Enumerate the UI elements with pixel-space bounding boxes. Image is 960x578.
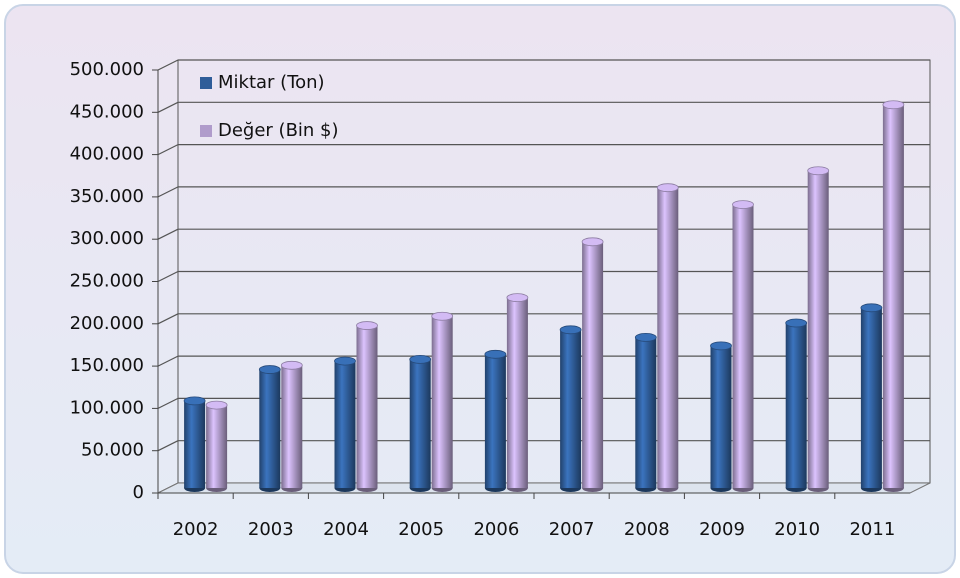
x-tick-label: 2002 — [173, 519, 219, 540]
bar-cap — [581, 237, 604, 247]
grid-line-side — [157, 397, 179, 409]
y-tick-label: 150.000 — [70, 355, 144, 376]
grid-line-side — [157, 440, 179, 452]
y-tick-label: 350.000 — [70, 186, 144, 207]
y-tick-label: 0 — [133, 482, 144, 503]
y-tick-label: 400.000 — [70, 144, 144, 165]
grid-line-side — [157, 355, 179, 367]
bar — [206, 405, 228, 488]
bar — [732, 204, 754, 488]
bar-cap — [785, 318, 808, 328]
legend-label: Miktar (Ton) — [218, 72, 325, 93]
bar-cap — [258, 365, 281, 374]
y-tick-label: 50.000 — [81, 440, 144, 461]
bar — [281, 365, 303, 488]
bar — [635, 337, 657, 488]
x-tick-label: 2003 — [248, 519, 294, 540]
bar — [657, 187, 679, 489]
grid-line-side — [157, 144, 179, 156]
bar — [184, 400, 206, 488]
bar-cap — [356, 321, 378, 330]
legend-label: Değer (Bin $) — [218, 120, 339, 141]
bar-cap — [656, 183, 679, 193]
bar — [484, 354, 506, 488]
bar — [506, 297, 528, 488]
bar-cap — [484, 349, 507, 359]
x-tick-label: 2010 — [774, 519, 820, 540]
bar — [785, 323, 807, 488]
bar-cap — [334, 356, 356, 366]
x-tick-label: 2011 — [849, 519, 895, 540]
y-tick-label: 200.000 — [70, 313, 144, 334]
bar — [560, 329, 582, 488]
bar-cap — [280, 360, 303, 370]
x-tick-label: 2008 — [624, 519, 670, 540]
grid-line-side — [157, 313, 179, 325]
bar-cap — [183, 396, 206, 406]
x-tick-label: 2007 — [549, 519, 595, 540]
grid-line-side — [157, 186, 179, 198]
bar-cap — [634, 333, 657, 342]
bar-cap — [710, 341, 732, 351]
y-tick-label: 450.000 — [70, 101, 144, 122]
bar — [807, 170, 829, 488]
bar-cap — [409, 355, 432, 364]
bar — [259, 369, 281, 488]
bar — [356, 325, 378, 488]
bar — [582, 241, 604, 488]
y-tick-label: 500.000 — [70, 59, 144, 80]
y-tick-label: 300.000 — [70, 228, 144, 249]
bar — [710, 345, 732, 488]
x-tick-label: 2004 — [323, 519, 369, 540]
bar — [431, 316, 453, 488]
bar — [860, 307, 882, 488]
legend-swatch — [200, 77, 212, 89]
y-tick-label: 100.000 — [70, 397, 144, 418]
bar-cap — [205, 400, 228, 410]
bar-cap — [732, 200, 754, 209]
grid-line-side — [157, 228, 179, 240]
grid-line-side — [157, 270, 179, 283]
bar — [334, 361, 356, 488]
x-tick-label: 2009 — [699, 519, 745, 540]
bar — [409, 359, 431, 488]
bar-cap — [559, 325, 582, 335]
grid-line-side — [157, 59, 179, 71]
bar — [882, 104, 904, 489]
y-tick-label: 250.000 — [70, 271, 144, 292]
bar-cap — [860, 303, 883, 313]
bar-cap — [882, 100, 905, 110]
legend-swatch — [200, 125, 212, 137]
bar-cap — [506, 293, 529, 303]
bar-cap — [807, 166, 830, 176]
bar-cap — [431, 311, 454, 321]
x-tick-label: 2005 — [398, 519, 444, 540]
grid-line-side — [157, 101, 179, 113]
x-tick-label: 2006 — [473, 519, 519, 540]
